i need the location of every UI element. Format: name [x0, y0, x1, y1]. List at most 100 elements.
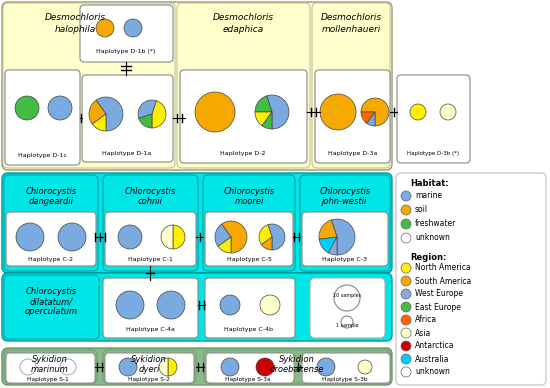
- FancyBboxPatch shape: [2, 173, 392, 273]
- Text: unknown: unknown: [415, 234, 450, 242]
- Wedge shape: [261, 237, 272, 250]
- Circle shape: [440, 104, 456, 120]
- Text: Haplotype S-1: Haplotype S-1: [27, 376, 69, 381]
- FancyBboxPatch shape: [315, 70, 390, 163]
- Wedge shape: [222, 221, 247, 253]
- Circle shape: [401, 354, 411, 364]
- Text: Australia: Australia: [415, 355, 449, 364]
- Text: Sykidion: Sykidion: [32, 355, 68, 364]
- FancyBboxPatch shape: [6, 212, 96, 266]
- Circle shape: [401, 328, 411, 338]
- Text: Chlorocystis: Chlorocystis: [320, 187, 371, 196]
- Circle shape: [401, 219, 411, 229]
- Wedge shape: [89, 100, 106, 124]
- Text: Haplotype D-2: Haplotype D-2: [220, 151, 266, 156]
- Circle shape: [195, 92, 235, 132]
- Text: operculatum: operculatum: [24, 308, 78, 317]
- Text: Habitat:: Habitat:: [410, 180, 449, 189]
- Circle shape: [20, 359, 36, 375]
- Circle shape: [401, 263, 411, 273]
- Text: Haplotype C-4a: Haplotype C-4a: [125, 327, 174, 333]
- Circle shape: [401, 315, 411, 325]
- Wedge shape: [161, 225, 173, 249]
- FancyBboxPatch shape: [205, 212, 293, 266]
- Text: 10 samples: 10 samples: [333, 293, 361, 298]
- Text: Haplotype D-1a: Haplotype D-1a: [102, 151, 152, 156]
- FancyBboxPatch shape: [397, 75, 470, 163]
- FancyBboxPatch shape: [103, 175, 198, 271]
- FancyBboxPatch shape: [5, 70, 80, 165]
- FancyBboxPatch shape: [2, 348, 392, 385]
- FancyBboxPatch shape: [180, 70, 307, 163]
- FancyBboxPatch shape: [206, 353, 294, 383]
- FancyBboxPatch shape: [302, 353, 390, 383]
- Wedge shape: [255, 112, 272, 126]
- Text: Region:: Region:: [410, 253, 447, 262]
- Circle shape: [401, 205, 411, 215]
- Wedge shape: [173, 225, 185, 249]
- Text: halophila: halophila: [54, 24, 96, 33]
- Wedge shape: [367, 112, 375, 126]
- Circle shape: [96, 19, 114, 37]
- FancyBboxPatch shape: [4, 275, 99, 339]
- FancyBboxPatch shape: [203, 175, 295, 271]
- Wedge shape: [319, 237, 337, 253]
- Text: john-westii: john-westii: [322, 196, 368, 206]
- Wedge shape: [159, 358, 168, 376]
- Text: Sykidion: Sykidion: [131, 355, 167, 364]
- Wedge shape: [332, 219, 355, 255]
- Text: mollenhaueri: mollenhaueri: [321, 24, 381, 33]
- Text: Antarctica: Antarctica: [415, 341, 454, 350]
- Text: Haplotype S-2: Haplotype S-2: [128, 376, 170, 381]
- FancyBboxPatch shape: [4, 350, 97, 383]
- Text: Haplotype D-1b (*): Haplotype D-1b (*): [96, 48, 156, 54]
- Circle shape: [220, 295, 240, 315]
- Text: soil: soil: [415, 206, 428, 215]
- FancyBboxPatch shape: [3, 3, 175, 168]
- Wedge shape: [215, 224, 231, 246]
- Text: North America: North America: [415, 263, 471, 272]
- Circle shape: [15, 96, 39, 120]
- Text: Desmochloris: Desmochloris: [45, 14, 106, 23]
- FancyBboxPatch shape: [205, 278, 295, 338]
- Circle shape: [358, 360, 372, 374]
- FancyBboxPatch shape: [105, 353, 194, 383]
- FancyBboxPatch shape: [177, 3, 310, 168]
- Text: Haplotype D-3a: Haplotype D-3a: [328, 151, 378, 156]
- Circle shape: [334, 285, 360, 311]
- FancyBboxPatch shape: [103, 278, 198, 338]
- Text: Chlorocystis: Chlorocystis: [124, 187, 175, 196]
- Circle shape: [256, 358, 274, 376]
- Text: marine: marine: [415, 192, 442, 201]
- Wedge shape: [92, 114, 106, 131]
- Wedge shape: [328, 237, 337, 255]
- Text: Desmochloris: Desmochloris: [212, 14, 273, 23]
- Text: Chlorocystis: Chlorocystis: [223, 187, 274, 196]
- Wedge shape: [267, 95, 289, 129]
- FancyBboxPatch shape: [396, 173, 546, 385]
- Text: Haplotype D-1c: Haplotype D-1c: [18, 152, 67, 158]
- Text: Desmochloris: Desmochloris: [321, 14, 382, 23]
- Text: dilatatum/: dilatatum/: [30, 298, 73, 307]
- Wedge shape: [361, 98, 389, 126]
- Wedge shape: [361, 112, 375, 123]
- Wedge shape: [268, 224, 285, 250]
- FancyBboxPatch shape: [4, 175, 98, 271]
- Circle shape: [341, 316, 353, 328]
- Circle shape: [48, 96, 72, 120]
- FancyBboxPatch shape: [312, 3, 390, 168]
- Text: Haplotype C-3: Haplotype C-3: [322, 256, 367, 262]
- Wedge shape: [152, 100, 166, 128]
- Text: Chlorocystis: Chlorocystis: [25, 288, 76, 296]
- Circle shape: [401, 276, 411, 286]
- FancyBboxPatch shape: [302, 212, 388, 266]
- Circle shape: [320, 94, 356, 130]
- Wedge shape: [255, 96, 272, 112]
- Text: cohnii: cohnii: [138, 196, 162, 206]
- Circle shape: [119, 358, 137, 376]
- Text: dyeri: dyeri: [138, 365, 160, 374]
- Text: Asia: Asia: [415, 329, 431, 338]
- FancyBboxPatch shape: [103, 350, 196, 383]
- Wedge shape: [218, 237, 231, 253]
- Circle shape: [401, 191, 411, 201]
